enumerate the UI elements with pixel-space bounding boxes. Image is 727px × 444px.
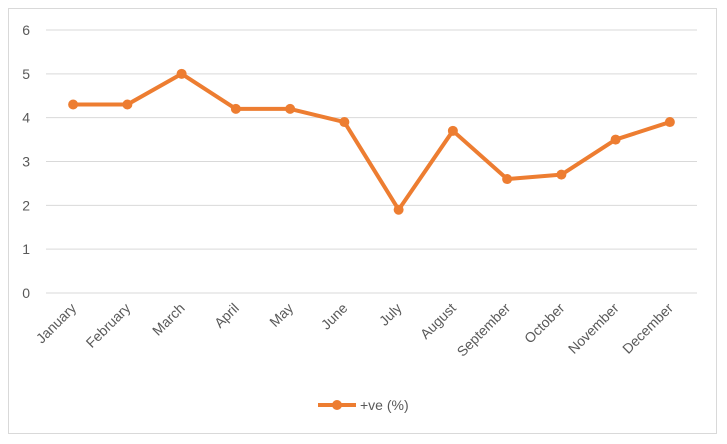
chart-container xyxy=(8,8,717,434)
x-tick-label-november: November xyxy=(565,300,622,357)
x-tick-label-july: July xyxy=(376,300,405,329)
y-tick-label-2: 2 xyxy=(22,197,30,213)
x-tick-label-june: June xyxy=(318,300,351,333)
data-point-july xyxy=(393,204,404,215)
x-tick-label-december: December xyxy=(619,300,676,357)
data-point-october xyxy=(556,169,567,180)
data-point-may xyxy=(285,103,296,114)
y-tick-label-0: 0 xyxy=(22,285,30,301)
data-point-june xyxy=(339,117,350,128)
series-line-0 xyxy=(71,71,672,212)
x-tick-label-march: March xyxy=(149,300,188,339)
y-tick-label-6: 6 xyxy=(22,22,30,38)
data-point-august xyxy=(447,125,458,136)
y-tick-label-3: 3 xyxy=(22,154,30,170)
x-tick-label-september: September xyxy=(454,300,514,360)
x-tick-label-may: May xyxy=(266,300,296,330)
y-tick-label-1: 1 xyxy=(22,241,30,257)
data-point-december xyxy=(664,117,675,128)
data-point-november xyxy=(610,134,621,145)
data-point-march xyxy=(176,68,187,79)
data-point-february xyxy=(122,99,133,110)
x-tick-label-april: April xyxy=(211,300,242,331)
data-point-january xyxy=(68,99,79,110)
x-tick-label-october: October xyxy=(521,300,568,347)
data-point-september xyxy=(502,174,513,185)
legend-label-0: +ve (%) xyxy=(360,397,409,413)
x-tick-label-february: February xyxy=(83,300,134,351)
y-tick-label-4: 4 xyxy=(22,110,30,126)
legend-marker-0 xyxy=(332,400,342,410)
data-point-april xyxy=(230,103,241,114)
y-tick-label-5: 5 xyxy=(22,66,30,82)
x-tick-label-august: August xyxy=(417,300,459,342)
x-tick-label-january: January xyxy=(33,300,80,347)
